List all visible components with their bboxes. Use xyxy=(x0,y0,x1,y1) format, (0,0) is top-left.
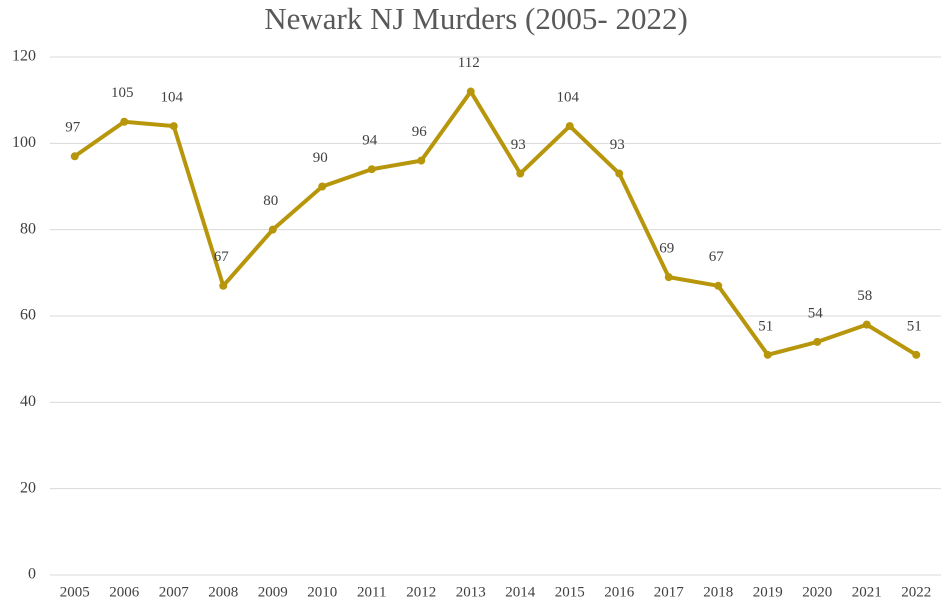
x-tick-label: 2014 xyxy=(505,584,536,600)
chart-title: Newark NJ Murders (2005- 2022) xyxy=(264,1,688,36)
y-tick-label: 100 xyxy=(12,134,36,151)
data-point xyxy=(367,165,376,174)
x-tick-label: 2015 xyxy=(555,584,585,600)
data-label: 51 xyxy=(758,318,773,334)
y-tick-label: 60 xyxy=(20,307,36,324)
x-tick-label: 2010 xyxy=(307,584,337,600)
y-tick-label: 0 xyxy=(28,566,36,583)
x-tick-label: 2011 xyxy=(357,584,386,600)
x-tick-label: 2013 xyxy=(456,584,486,600)
x-tick-label: 2016 xyxy=(604,584,635,600)
data-point xyxy=(714,281,723,290)
data-point xyxy=(70,152,79,161)
data-label: 67 xyxy=(214,249,230,265)
data-point xyxy=(565,122,574,131)
data-point xyxy=(664,273,673,282)
data-label: 104 xyxy=(557,90,580,106)
data-label: 104 xyxy=(161,90,184,106)
data-point xyxy=(417,156,426,165)
data-label: 80 xyxy=(263,193,278,209)
data-point xyxy=(268,225,277,234)
y-tick-label: 80 xyxy=(20,220,36,237)
y-tick-label: 20 xyxy=(20,479,36,496)
data-point xyxy=(615,169,624,178)
x-tick-label: 2020 xyxy=(802,584,832,600)
x-tick-label: 2006 xyxy=(109,584,140,600)
x-tick-label: 2009 xyxy=(258,584,288,600)
data-point xyxy=(763,350,772,359)
x-tick-label: 2018 xyxy=(703,584,733,600)
data-point xyxy=(466,87,475,96)
x-tick-label: 2019 xyxy=(753,584,783,600)
x-tick-label: 2005 xyxy=(60,584,90,600)
x-tick-label: 2021 xyxy=(852,584,882,600)
x-tick-label: 2017 xyxy=(654,584,685,600)
data-point xyxy=(169,122,178,131)
y-tick-label: 40 xyxy=(20,393,36,410)
x-tick-label: 2022 xyxy=(901,584,931,600)
data-label: 93 xyxy=(511,137,526,153)
data-label: 97 xyxy=(65,120,81,136)
data-label: 105 xyxy=(111,85,134,101)
data-label: 67 xyxy=(709,249,725,265)
data-label: 96 xyxy=(412,124,428,140)
x-tick-label: 2008 xyxy=(208,584,238,600)
data-label: 112 xyxy=(458,55,480,71)
data-point xyxy=(912,350,921,359)
x-tick-label: 2012 xyxy=(406,584,436,600)
data-label: 93 xyxy=(610,137,625,153)
data-label: 90 xyxy=(313,150,328,166)
data-label: 54 xyxy=(808,305,824,321)
data-point xyxy=(120,117,129,126)
series-line xyxy=(73,89,918,357)
data-point xyxy=(862,320,871,329)
x-tick-label: 2007 xyxy=(159,584,190,600)
y-tick-label: 120 xyxy=(12,48,36,65)
data-label: 58 xyxy=(857,288,872,304)
data-point xyxy=(318,182,327,191)
data-label: 94 xyxy=(362,133,378,149)
data-point xyxy=(516,169,525,178)
data-label: 51 xyxy=(907,318,922,334)
data-label: 69 xyxy=(659,241,674,257)
data-point xyxy=(219,281,228,290)
data-point xyxy=(813,337,822,346)
